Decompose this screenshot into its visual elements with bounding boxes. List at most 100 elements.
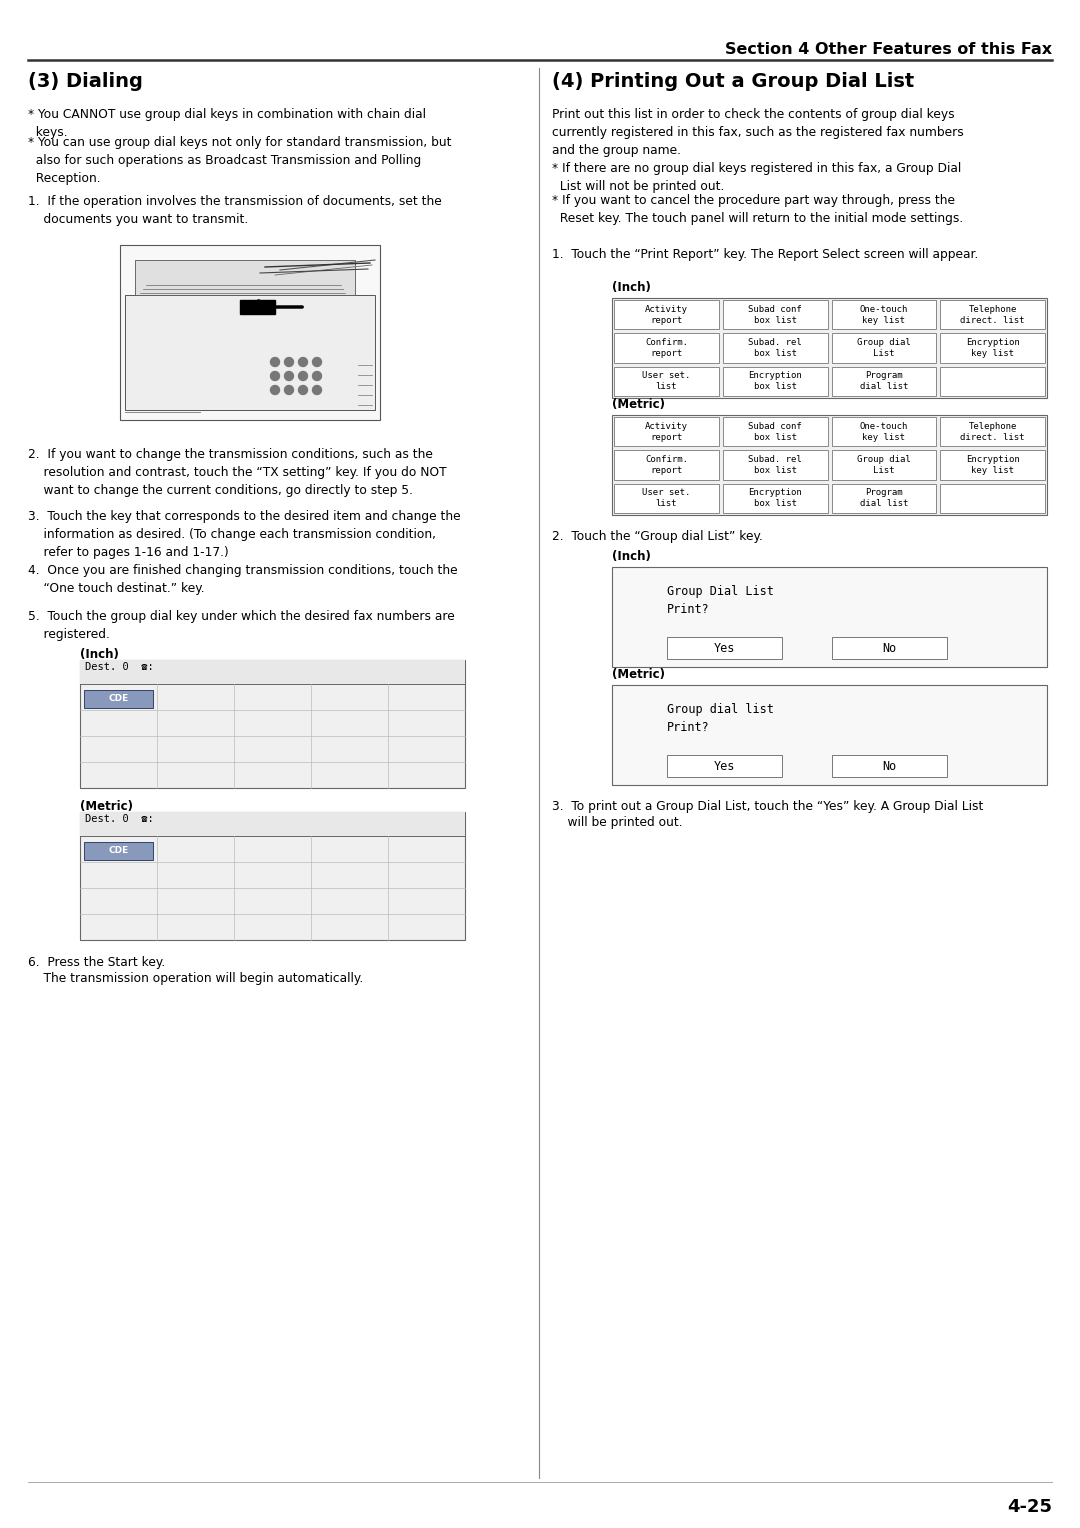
- Bar: [667, 637, 782, 659]
- Bar: [723, 299, 827, 330]
- Text: (3) Dialing: (3) Dialing: [28, 72, 143, 92]
- Bar: [84, 842, 153, 860]
- Text: Encryption
box list: Encryption box list: [748, 371, 802, 391]
- Text: * If there are no group dial keys registered in this fax, a Group Dial
  List wi: * If there are no group dial keys regist…: [552, 162, 961, 193]
- Bar: [941, 451, 1045, 480]
- Bar: [84, 689, 153, 707]
- Text: (Metric): (Metric): [612, 668, 665, 681]
- Text: The transmission operation will begin automatically.: The transmission operation will begin au…: [28, 972, 363, 986]
- Circle shape: [284, 358, 294, 367]
- Text: 5.  Touch the group dial key under which the desired fax numbers are
    registe: 5. Touch the group dial key under which …: [28, 610, 455, 642]
- Text: Activity
report: Activity report: [645, 422, 688, 442]
- Bar: [615, 484, 719, 513]
- Text: * If you want to cancel the procedure part way through, press the
  Reset key. T: * If you want to cancel the procedure pa…: [552, 194, 963, 225]
- Text: CDE: CDE: [108, 694, 129, 703]
- Bar: [615, 417, 719, 446]
- Text: 2.  If you want to change the transmission conditions, such as the
    resolutio: 2. If you want to change the transmissio…: [28, 448, 447, 497]
- Text: (Metric): (Metric): [612, 397, 665, 411]
- Bar: [832, 417, 936, 446]
- Text: Dest. 0  ☎:: Dest. 0 ☎:: [85, 814, 153, 824]
- Text: Yes: Yes: [714, 759, 735, 773]
- Text: (4) Printing Out a Group Dial List: (4) Printing Out a Group Dial List: [552, 72, 915, 92]
- Circle shape: [312, 385, 322, 394]
- Text: Telephone
direct. list: Telephone direct. list: [960, 422, 1025, 442]
- Text: Subad. rel
box list: Subad. rel box list: [748, 455, 802, 475]
- Bar: [832, 484, 936, 513]
- Bar: [615, 333, 719, 362]
- Bar: [832, 755, 947, 778]
- Text: Print?: Print?: [667, 721, 710, 733]
- Text: No: No: [882, 759, 896, 773]
- Bar: [832, 367, 936, 396]
- Circle shape: [270, 385, 280, 394]
- Text: (Inch): (Inch): [612, 550, 651, 562]
- Bar: [80, 660, 465, 788]
- Circle shape: [284, 385, 294, 394]
- Bar: [941, 299, 1045, 330]
- Text: One-touch
key list: One-touch key list: [860, 304, 908, 325]
- Text: 2.  Touch the “Group dial List” key.: 2. Touch the “Group dial List” key.: [552, 530, 762, 542]
- Text: Subad conf
box list: Subad conf box list: [748, 422, 802, 442]
- Text: 4.  Once you are finished changing transmission conditions, touch the
    “One t: 4. Once you are finished changing transm…: [28, 564, 458, 594]
- Text: Group Dial List: Group Dial List: [667, 585, 774, 597]
- Text: Confirm.
report: Confirm. report: [645, 338, 688, 358]
- Text: No: No: [882, 642, 896, 654]
- Bar: [125, 295, 375, 410]
- Text: Activity
report: Activity report: [645, 304, 688, 325]
- Bar: [723, 484, 827, 513]
- Polygon shape: [240, 299, 275, 313]
- Text: CDE: CDE: [108, 847, 129, 856]
- Text: Program
dial list: Program dial list: [860, 489, 908, 509]
- Bar: [615, 451, 719, 480]
- Bar: [120, 244, 380, 420]
- Text: Telephone
direct. list: Telephone direct. list: [960, 304, 1025, 325]
- Text: Dest. 0  ☎:: Dest. 0 ☎:: [85, 662, 153, 672]
- Text: Subad conf
box list: Subad conf box list: [748, 304, 802, 325]
- Text: (Metric): (Metric): [80, 801, 133, 813]
- Bar: [615, 367, 719, 396]
- Bar: [832, 299, 936, 330]
- Bar: [723, 333, 827, 362]
- Text: Confirm.
report: Confirm. report: [645, 455, 688, 475]
- Circle shape: [312, 371, 322, 380]
- Bar: [723, 451, 827, 480]
- Text: 1.  If the operation involves the transmission of documents, set the
    documen: 1. If the operation involves the transmi…: [28, 196, 442, 226]
- Text: One-touch
key list: One-touch key list: [860, 422, 908, 442]
- Circle shape: [284, 371, 294, 380]
- Circle shape: [298, 385, 308, 394]
- Text: * You can use group dial keys not only for standard transmission, but
  also for: * You can use group dial keys not only f…: [28, 136, 451, 185]
- Circle shape: [270, 371, 280, 380]
- Text: Encryption
box list: Encryption box list: [748, 489, 802, 509]
- Text: Yes: Yes: [714, 642, 735, 654]
- Text: Print out this list in order to check the contents of group dial keys
currently : Print out this list in order to check th…: [552, 108, 963, 157]
- Text: User set.
list: User set. list: [643, 371, 690, 391]
- Bar: [615, 299, 719, 330]
- Text: Encryption
key list: Encryption key list: [966, 338, 1020, 358]
- Text: * You CANNOT use group dial keys in combination with chain dial
  keys.: * You CANNOT use group dial keys in comb…: [28, 108, 426, 139]
- Text: Subad. rel
box list: Subad. rel box list: [748, 338, 802, 358]
- Bar: [832, 637, 947, 659]
- Bar: [612, 298, 1047, 397]
- Text: (Inch): (Inch): [612, 281, 651, 293]
- Text: User set.
list: User set. list: [643, 489, 690, 509]
- Text: 3.  To print out a Group Dial List, touch the “Yes” key. A Group Dial List: 3. To print out a Group Dial List, touch…: [552, 801, 984, 813]
- Bar: [941, 484, 1045, 513]
- Bar: [723, 417, 827, 446]
- Circle shape: [270, 358, 280, 367]
- Bar: [832, 451, 936, 480]
- Text: 4-25: 4-25: [1007, 1497, 1052, 1516]
- Bar: [80, 811, 465, 836]
- Text: (Inch): (Inch): [80, 648, 119, 662]
- Circle shape: [298, 371, 308, 380]
- Circle shape: [312, 358, 322, 367]
- Bar: [832, 333, 936, 362]
- Text: will be printed out.: will be printed out.: [552, 816, 683, 830]
- Bar: [941, 333, 1045, 362]
- Bar: [667, 755, 782, 778]
- Text: Group dial
List: Group dial List: [858, 338, 910, 358]
- Bar: [723, 367, 827, 396]
- Text: Program
dial list: Program dial list: [860, 371, 908, 391]
- Text: Encryption
key list: Encryption key list: [966, 455, 1020, 475]
- Bar: [135, 260, 355, 295]
- Bar: [80, 660, 465, 685]
